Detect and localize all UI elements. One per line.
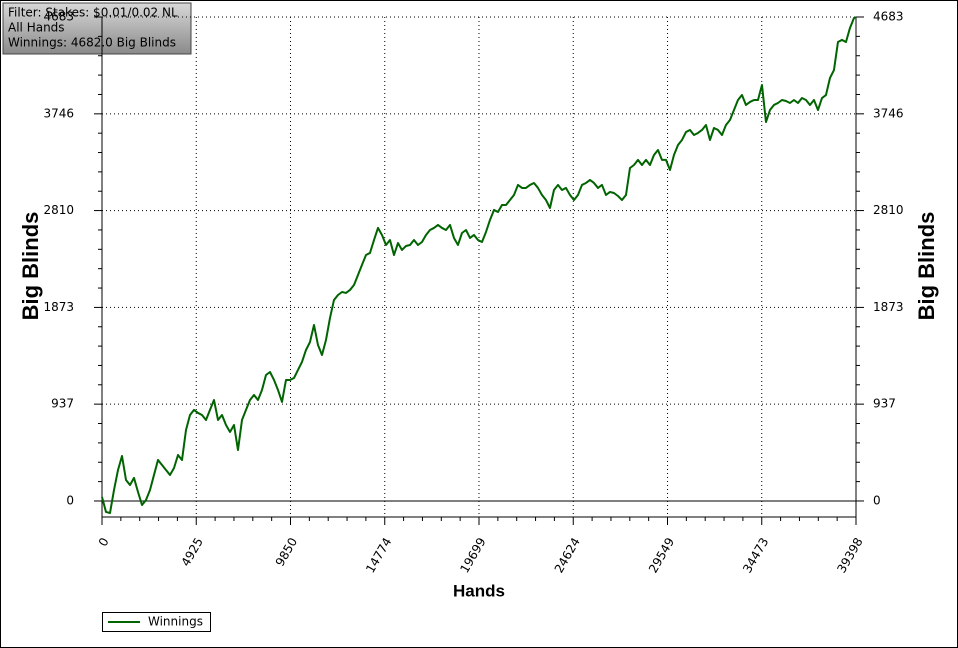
y-axis-title: Big Blinds — [18, 212, 43, 321]
y-tick-label-right: 937 — [873, 397, 896, 411]
y-tick-label-right: 1873 — [873, 300, 904, 314]
x-axis-title: Hands — [453, 581, 505, 600]
y-axis-title-right: Big Blinds — [914, 212, 939, 321]
y-tick-label-right: 0 — [873, 493, 881, 507]
y-tick-label: 2810 — [43, 203, 74, 217]
y-tick-label-right: 4683 — [873, 10, 904, 24]
info-line: All Hands — [8, 21, 65, 35]
legend-label: Winnings — [148, 615, 203, 629]
y-tick-label-right: 2810 — [873, 203, 904, 217]
y-tick-label: 937 — [51, 397, 74, 411]
info-line: Filter: Stakes: $0.01/0.02 NL — [8, 6, 178, 20]
y-tick-label: 0 — [66, 493, 74, 507]
y-tick-label-right: 3746 — [873, 106, 904, 120]
y-tick-label: 4683 — [43, 10, 74, 24]
y-tick-label: 1873 — [43, 300, 74, 314]
series-line — [101, 16, 857, 514]
y-tick-label: 3746 — [43, 106, 74, 120]
legend — [102, 612, 211, 632]
info-line: Winnings: 4682.0 Big Blinds — [8, 36, 176, 50]
info-box — [2, 2, 192, 55]
